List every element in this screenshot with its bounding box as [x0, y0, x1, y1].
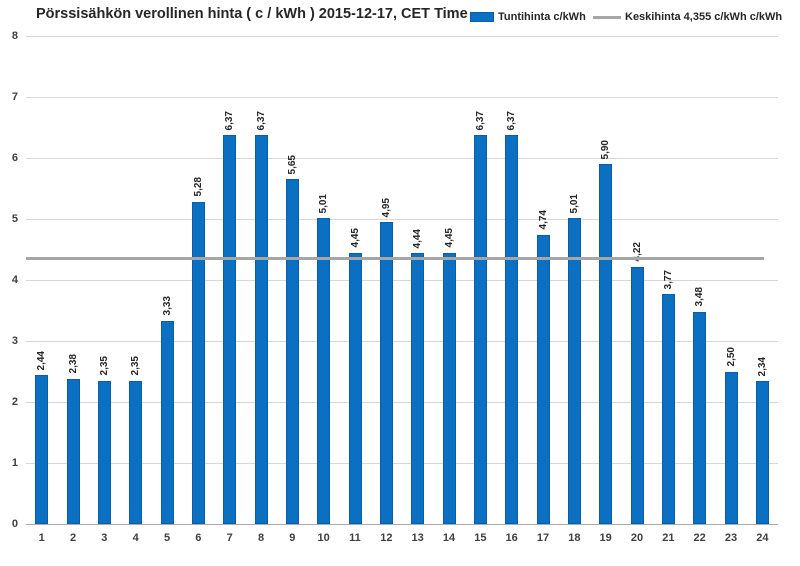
bar-value-label: 2,35: [130, 356, 142, 376]
x-axis-line: [26, 523, 778, 525]
bar: [317, 218, 331, 524]
plot-area: 0 1 2 3 4 5 6 7 8 2,44 1 2,38 2 2,35 3 2,35 4 3,33 5 5,28 6 6…: [12, 30, 778, 544]
bar-value-label: 4,44: [412, 228, 424, 249]
bar: [379, 222, 393, 524]
x-tick-label: 10: [317, 532, 330, 544]
y-tick-label: 2: [11, 396, 18, 408]
x-tick-label: 20: [630, 532, 644, 544]
gridline: [26, 401, 778, 403]
legend-label-average-price: Keskihinta 4,355 c/kWh c/kWh: [625, 11, 783, 23]
bar: [285, 179, 299, 524]
gridline: [26, 96, 778, 98]
gridline: [26, 35, 778, 37]
bar-value-label: 6,37: [474, 110, 486, 131]
x-tick-label: 22: [693, 532, 706, 544]
y-tick-label: 4: [11, 274, 18, 286]
x-tick-label: 21: [662, 532, 675, 544]
gridline: [26, 218, 778, 220]
bar: [191, 201, 205, 524]
y-tick-label: 1: [11, 457, 18, 469]
legend-label-hourly-price: Tuntihinta c/kWh: [498, 11, 586, 23]
average-line-swatch: [593, 15, 621, 19]
gridline: [26, 279, 778, 281]
y-tick-label: 3: [11, 335, 18, 347]
bar-value-label: 5,28: [192, 177, 204, 197]
x-tick-label: 14: [442, 532, 456, 544]
bar-value-label: 4,74: [537, 210, 549, 230]
bar: [442, 252, 456, 524]
bar: [411, 253, 425, 524]
y-tick-label: 5: [11, 213, 18, 225]
bar: [630, 266, 644, 524]
x-tick-label: 9: [289, 532, 296, 544]
y-tick-label: 8: [11, 30, 18, 42]
x-tick-label: 12: [380, 532, 393, 544]
bar: [505, 135, 519, 524]
bar-value-label: 4,45: [443, 228, 455, 248]
bar: [97, 380, 111, 524]
bar: [129, 380, 143, 524]
x-tick-label: 18: [568, 532, 581, 544]
x-tick-label: 16: [505, 532, 518, 544]
x-tick-label: 23: [724, 532, 738, 544]
bar: [348, 252, 362, 524]
bar-value-label: 6,37: [506, 110, 518, 131]
x-tick-label: 11: [349, 532, 361, 544]
bar-value-label: 6,37: [224, 110, 236, 131]
bar: [66, 378, 80, 524]
bar: [254, 135, 268, 524]
bar-value-label: 5,65: [286, 154, 298, 175]
bar-value-label: 3,33: [161, 296, 173, 316]
x-tick-label: 4: [132, 532, 139, 544]
bar: [599, 164, 613, 524]
bar-value-label: 5,01: [568, 193, 580, 214]
x-tick-label: 13: [411, 532, 424, 544]
x-tick-label: 8: [257, 532, 265, 544]
bar-value-label: 4,95: [380, 197, 392, 218]
average-price-line: [26, 256, 764, 260]
bar-value-label: 2,44: [36, 350, 48, 371]
bar-value-label: 5,90: [600, 139, 612, 160]
x-tick-label: 2: [69, 532, 77, 544]
bar-value-label: 2,35: [98, 356, 110, 376]
chart-title: Pörssisähkön verollinen hinta ( c / kWh …: [36, 6, 468, 22]
x-tick-label: 24: [756, 532, 769, 544]
bar: [473, 135, 487, 524]
x-tick-label: 1: [38, 532, 45, 544]
x-tick-label: 19: [599, 532, 612, 544]
bar-value-label: 2,50: [725, 347, 737, 367]
x-tick-label: 3: [101, 532, 108, 544]
bar-value-label: 2,38: [67, 354, 79, 374]
bar: [35, 375, 49, 524]
bar: [160, 320, 174, 524]
y-tick-label: 7: [11, 91, 18, 103]
x-tick-label: 7: [226, 532, 233, 544]
bar: [661, 294, 675, 524]
bar-value-label: 6,37: [255, 110, 267, 131]
bar: [567, 218, 581, 524]
legend-item-hourly-price: Tuntihinta c/kWh: [470, 10, 586, 24]
y-tick-label: 6: [11, 152, 18, 164]
bar-value-label: 3,48: [694, 287, 706, 307]
bar: [536, 234, 550, 524]
bar-value-label: 2,34: [756, 356, 768, 377]
x-tick-label: 5: [163, 532, 171, 544]
x-tick-label: 17: [536, 532, 550, 544]
bar-value-label: 5,01: [318, 193, 330, 214]
x-tick-label: 15: [474, 532, 487, 544]
bar: [724, 371, 738, 524]
bar: [693, 311, 707, 524]
bar-value-label: 4,45: [349, 228, 361, 248]
bar: [223, 135, 237, 524]
gridline: [26, 462, 778, 464]
gridline: [26, 157, 778, 159]
legend-item-average-price: Keskihinta 4,355 c/kWh c/kWh: [593, 10, 782, 24]
x-tick-label: 6: [195, 532, 202, 544]
gridline: [26, 340, 778, 342]
bar-series-swatch: [470, 12, 494, 22]
bar-value-label: 3,77: [662, 269, 674, 290]
bar: [755, 381, 769, 524]
y-tick-label: 0: [11, 518, 18, 530]
